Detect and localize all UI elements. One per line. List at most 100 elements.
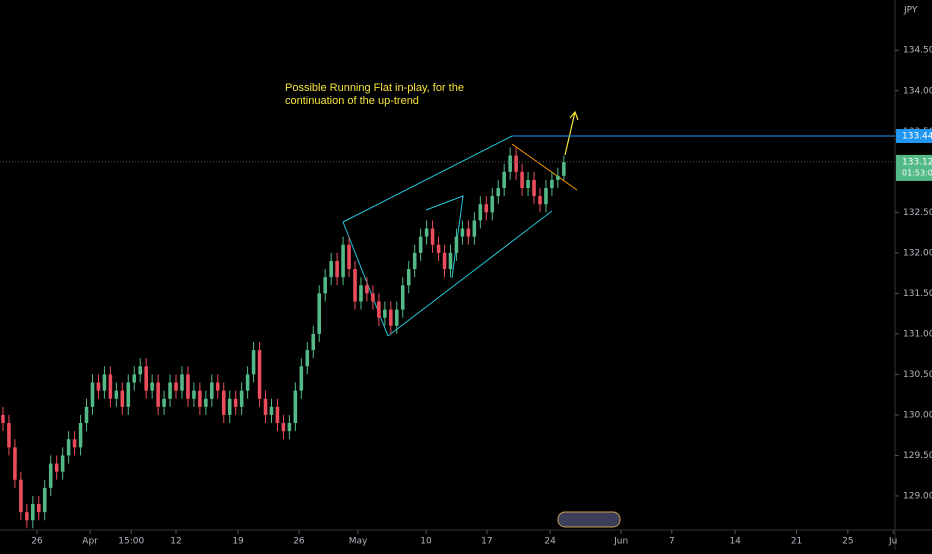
channel-line <box>342 221 389 337</box>
candle-body <box>562 162 566 176</box>
candle-body <box>120 390 125 407</box>
x-tick-label: 21 <box>791 537 802 547</box>
candle-body <box>394 309 399 326</box>
candle-body <box>138 366 143 375</box>
candle-body <box>472 220 477 237</box>
candle-body <box>293 390 298 424</box>
candle-body <box>520 171 524 189</box>
candle-body <box>424 228 429 237</box>
candle-body <box>1 414 5 424</box>
candle-body <box>412 252 417 270</box>
candle-body <box>180 374 184 391</box>
channel-line <box>387 210 553 337</box>
flat-line <box>511 143 578 191</box>
arrow <box>564 110 579 156</box>
candle-body <box>436 244 441 253</box>
candle-body <box>365 285 369 294</box>
x-tick-label: 19 <box>232 537 244 547</box>
candle-body <box>162 398 166 407</box>
toolbar-icons <box>557 511 621 528</box>
candle-body <box>442 252 447 270</box>
candle-body <box>323 277 327 294</box>
candle-body <box>484 204 489 213</box>
level-label: 133.442 <box>902 131 932 141</box>
candle-body <box>400 285 405 310</box>
candle-body <box>192 390 196 399</box>
candle-body <box>526 179 530 189</box>
candle-body <box>389 309 393 326</box>
y-tick-label: 134.000 <box>903 86 932 96</box>
candle-body <box>31 504 35 521</box>
candle-body <box>406 269 411 286</box>
candle-body <box>383 309 387 318</box>
candle-body <box>329 260 333 278</box>
candle-body <box>90 382 95 407</box>
candle-body <box>239 390 244 407</box>
x-tick-label: Ju <box>888 537 897 547</box>
candle-body <box>538 196 542 205</box>
y-tick-label: 134.500 <box>903 46 932 56</box>
candle-body <box>305 350 310 367</box>
candle-body <box>460 228 465 237</box>
y-tick-label: 129.000 <box>903 491 932 501</box>
x-tick-label: 10 <box>420 537 432 547</box>
candle-body <box>466 228 471 237</box>
x-tick-label: Jun <box>613 537 628 547</box>
candle-body <box>269 406 274 415</box>
candle-body <box>532 179 536 197</box>
annotation-line: Possible Running Flat in-play, for the <box>285 82 464 94</box>
candle-body <box>96 382 101 391</box>
candle-body <box>114 390 119 399</box>
x-tick-label: May <box>349 537 368 547</box>
candle-body <box>454 236 459 253</box>
candle-body <box>60 455 65 472</box>
candle-body <box>287 423 292 432</box>
y-tick-label: 129.500 <box>903 451 932 461</box>
candle-body <box>353 269 357 302</box>
candle-body <box>490 196 495 213</box>
candle-body <box>186 374 190 399</box>
candle-body <box>7 423 11 448</box>
candle-body <box>508 155 512 172</box>
annotation-line: continuation of the up-trend <box>285 95 419 107</box>
candle-body <box>174 382 178 391</box>
candle-body <box>299 366 304 391</box>
candle-body <box>263 398 268 415</box>
y-tick-label: 130.000 <box>903 410 932 420</box>
y-tick-label: 131.500 <box>903 289 932 299</box>
candle-body <box>371 293 375 302</box>
candle-body <box>108 374 113 399</box>
candle-body <box>215 382 220 391</box>
candle-body <box>13 447 17 480</box>
x-tick-label: Apr <box>82 537 98 547</box>
candle-body <box>317 293 322 334</box>
candle-body <box>204 398 208 407</box>
candle-body <box>430 228 435 245</box>
countdown-label: 01:53:00 <box>902 168 932 177</box>
candle-body <box>168 382 172 399</box>
candle-body <box>335 260 339 278</box>
candle-body <box>556 175 560 180</box>
x-tick-label: 26 <box>31 537 43 547</box>
y-tick-label: 132.500 <box>903 208 932 218</box>
currency: JPY <box>903 6 918 16</box>
candle-body <box>448 252 453 270</box>
candle-body <box>126 382 131 407</box>
candle-body <box>251 350 256 375</box>
candle-body <box>25 512 29 521</box>
candle-body <box>144 366 148 391</box>
candle-body <box>359 285 363 302</box>
x-tick-label: 7 <box>669 537 675 547</box>
candle-body <box>221 390 226 415</box>
x-tick-label: 14 <box>729 537 741 547</box>
candle-body <box>245 374 250 391</box>
candle-body <box>544 188 548 205</box>
candle-body <box>150 382 154 391</box>
candle-body <box>257 350 262 399</box>
y-tick-label: 131.000 <box>903 329 932 339</box>
candle-body <box>156 382 160 407</box>
x-tick-label: 25 <box>842 537 853 547</box>
level-label-bg <box>896 128 932 143</box>
x-tick-label: 26 <box>293 537 305 547</box>
